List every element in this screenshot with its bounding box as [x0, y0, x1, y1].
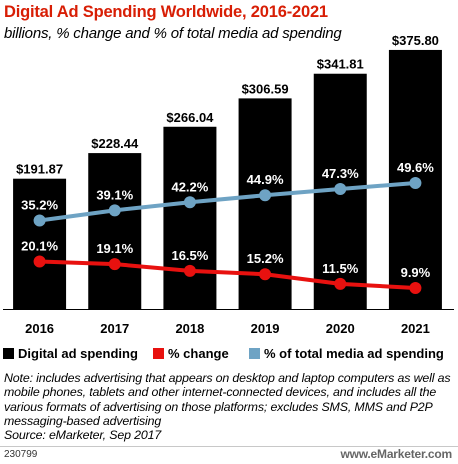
share-label-2018: 42.2% [171, 179, 208, 194]
legend-item-spending: Digital ad spending [3, 345, 138, 361]
legend-label-share: % of total media ad spending [264, 345, 444, 361]
chart-subtitle: billions, % change and % of total media … [4, 25, 342, 42]
chart-id: 230799 [4, 449, 38, 460]
legend-label-spending: Digital ad spending [18, 345, 138, 361]
share-point-2020 [334, 182, 347, 195]
legend-swatch-share [249, 347, 260, 359]
legend-swatch-spending [3, 347, 14, 359]
bar-value-label-2021: $375.80 [392, 33, 439, 48]
brand-link[interactable]: www.eMarketer.com [340, 447, 452, 461]
change-point-2017 [108, 258, 121, 271]
legend-item-change: % change [153, 345, 229, 361]
share-point-2019 [259, 189, 272, 202]
share-point-2018 [183, 196, 196, 209]
change-point-2018 [183, 264, 196, 277]
bar-2018 [163, 126, 217, 309]
bar-value-label-2019: $306.59 [242, 81, 289, 96]
change-point-2019 [259, 268, 272, 281]
share-label-2016: 35.2% [21, 198, 58, 213]
share-point-2021 [409, 177, 422, 189]
legend-swatch-change [153, 347, 164, 359]
change-line [39, 259, 416, 290]
share-point-2016 [33, 214, 46, 227]
share-label-2017: 39.1% [96, 187, 133, 202]
change-label-2019: 15.2% [247, 251, 284, 266]
bar-2017 [88, 153, 142, 309]
legend-label-change: % change [168, 345, 229, 361]
legend: Digital ad spending % change % of total … [3, 345, 458, 363]
bar-value-label-2017: $228.44 [91, 136, 139, 151]
change-point-2020 [334, 277, 347, 290]
change-label-2018: 16.5% [171, 248, 208, 263]
chart-plot: $191.87 2016 $228.44 2017 $266.04 2018 $306.59… [3, 33, 454, 336]
share-label-2019: 44.9% [247, 172, 284, 187]
share-line [39, 181, 416, 223]
share-label-2021: 49.6% [397, 160, 434, 175]
change-label-2016: 20.1% [21, 239, 58, 254]
chart-title: Digital Ad Spending Worldwide, 2016-2021 [4, 3, 328, 21]
change-label-2020: 11.5% [322, 261, 359, 276]
share-point-2017 [108, 204, 121, 217]
x-tick-label-2018: 2018 [175, 321, 204, 336]
bar-value-label-2018: $266.04 [166, 110, 214, 125]
source-text: Source: eMarketer, Sep 2017 [4, 428, 162, 443]
x-tick-label-2019: 2019 [251, 321, 280, 336]
change-point-2021 [409, 282, 422, 294]
x-tick-label-2021: 2021 [401, 321, 430, 336]
bar-value-label-2020: $341.81 [317, 57, 364, 72]
bar-value-label-2016: $191.87 [16, 162, 63, 177]
x-tick-label-2017: 2017 [100, 321, 129, 336]
change-point-2016 [33, 255, 46, 268]
chart-note: Note: includes advertising that appears … [4, 371, 456, 442]
footer: 230799 www.eMarketer.com [0, 446, 458, 464]
bar-2016 [13, 178, 67, 309]
share-label-2020: 47.3% [322, 166, 359, 181]
x-tick-label-2016: 2016 [25, 321, 54, 336]
legend-item-share: % of total media ad spending [249, 345, 444, 361]
note-text: Note: includes advertising that appears … [4, 371, 451, 428]
x-tick-label-2020: 2020 [326, 321, 355, 336]
change-label-2017: 19.1% [96, 241, 133, 256]
change-label-2021: 9.9% [401, 265, 431, 280]
